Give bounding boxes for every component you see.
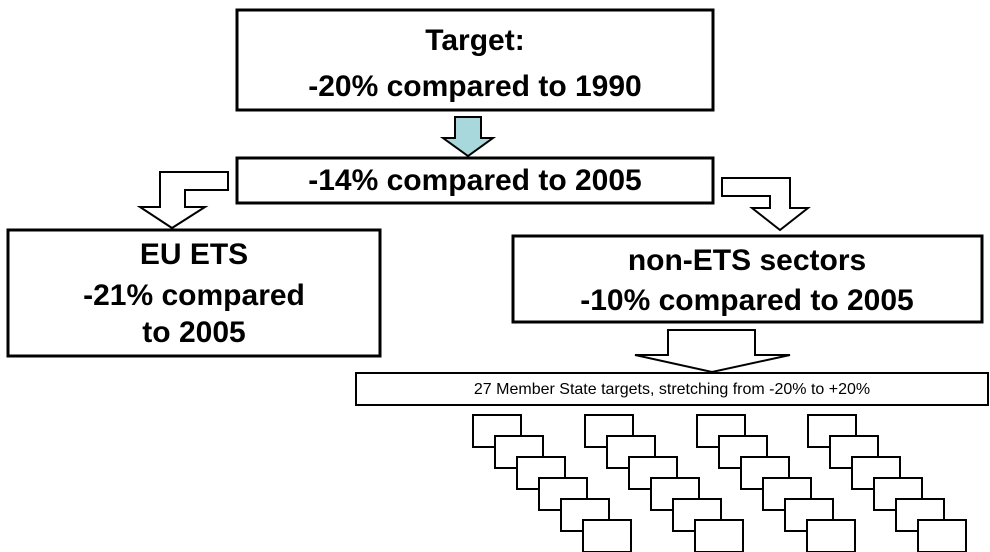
overall-box [235,156,715,205]
target-value: -20% compared to 1990 [308,70,641,103]
member-state-box [806,519,856,552]
left-arrow [136,171,229,230]
member-state-boxes [472,414,967,552]
right-arrow [721,177,811,232]
member-states-box [355,372,989,406]
ets-box [6,228,382,358]
ets-line: to 2005 [142,316,245,349]
ets-title: EU ETS [140,238,248,271]
member-states-text: 27 Member State targets, stretching from… [474,381,870,398]
target-label: Target: [425,24,524,57]
member-state-box [582,519,632,552]
non-ets-box [511,234,984,324]
ets-line: -21% compared [83,279,305,312]
down-arrow [439,116,497,158]
non-ets-line: -10% compared to 2005 [580,284,913,317]
big-down-arrow [634,329,791,374]
non-ets-title: non-ETS sectors [628,244,866,277]
member-state-box [917,519,967,552]
target-box [235,8,715,112]
overall-text: -14% compared to 2005 [308,164,641,197]
member-state-box [694,519,744,552]
